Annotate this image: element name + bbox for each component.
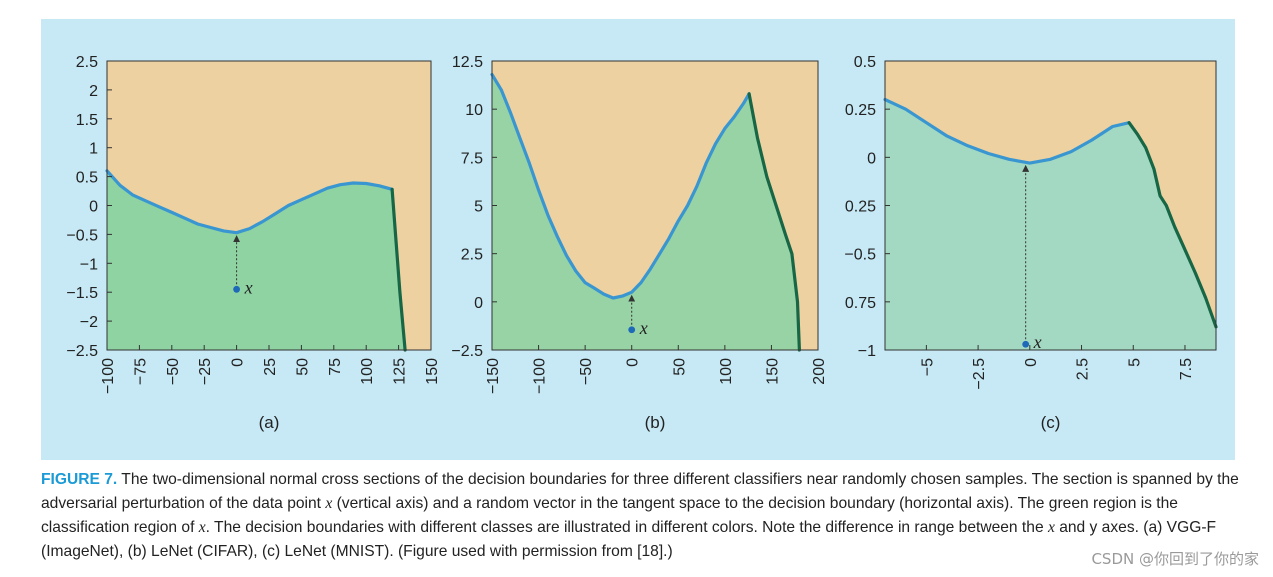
classification-region <box>492 74 800 350</box>
caption-figure-label: FIGURE 7. <box>41 471 118 488</box>
y-tick-label: 5 <box>474 199 483 216</box>
x-tick-label: 0 <box>230 358 247 367</box>
caption-text-1: The two-dimensional normal cross section… <box>41 471 1239 512</box>
caption-text-2: (vertical axis) and a random vector in t… <box>41 495 1178 536</box>
subplot-b: 12.5 10 7.5 5 2.5 0 −2.5−150 −100 −50 0 50 100 150 20… <box>451 54 828 432</box>
x-tick-label: 100 <box>718 358 735 385</box>
y-tick-label: −0.5 <box>66 227 98 244</box>
y-tick-label: 0.25 <box>845 199 876 216</box>
y-tick-label: 0.75 <box>845 295 876 312</box>
figure-caption: FIGURE 7. The two-dimensional normal cro… <box>41 468 1241 564</box>
y-tick-label: 2.5 <box>76 54 98 71</box>
y-tick-label: 12.5 <box>452 54 483 71</box>
classification-region <box>107 170 406 350</box>
y-tick-label: 0 <box>474 295 483 312</box>
caption-var-x-1: x <box>325 495 333 512</box>
y-tick-label: 7.5 <box>461 150 483 167</box>
y-tick-label: −2.5 <box>451 343 483 360</box>
x-tick-label: 0 <box>625 358 642 367</box>
y-tick-label: 0.5 <box>854 54 876 71</box>
x-tick-label: −50 <box>165 358 182 385</box>
x-tick-label: 150 <box>424 358 441 385</box>
data-point-label: x <box>244 277 253 297</box>
data-point <box>628 326 636 334</box>
y-tick-label: 1.5 <box>76 112 98 129</box>
y-tick-label: −1.5 <box>66 285 98 302</box>
y-tick-label: −2 <box>80 314 98 331</box>
decision-boundary-other <box>390 187 407 352</box>
y-tick-label: −1 <box>80 256 98 273</box>
caption-var-x-2: x <box>198 519 206 536</box>
subplot-label: (c) <box>1041 413 1061 432</box>
x-tick-label: 200 <box>811 358 828 385</box>
data-point-label: x <box>1033 332 1042 352</box>
y-tick-label: 0 <box>89 199 98 216</box>
x-tick-label: −25 <box>197 358 214 385</box>
decision-boundary-other <box>747 92 801 352</box>
x-tick-label: −75 <box>132 358 149 385</box>
caption-var-x-3: x <box>1047 519 1055 536</box>
decision-boundary-main <box>490 72 751 300</box>
figure-svg: 2.521.510.50−0.5−1−1.5−2−2.5−100 −75 −50 −2… <box>66 54 1218 432</box>
y-tick-label: 0 <box>867 150 876 167</box>
y-tick-label: 0.5 <box>76 170 98 187</box>
y-tick-label: 10 <box>465 102 483 119</box>
subplot-c: 0.5 0.25 0 0.25 −0.5 0.75 −1 −5 −2.5 0 2.5 5 7.5 x (c) <box>844 54 1218 432</box>
x-tick-label: 2.5 <box>1075 358 1092 380</box>
y-tick-label: 2 <box>89 83 98 100</box>
data-point <box>1022 340 1030 348</box>
x-tick-label: 150 <box>764 358 781 385</box>
x-tick-label: 7.5 <box>1178 358 1195 380</box>
x-tick-label: −150 <box>485 358 502 394</box>
x-tick-label: −50 <box>578 358 595 385</box>
y-tick-label: −0.5 <box>844 247 876 264</box>
x-tick-label: 50 <box>294 358 311 376</box>
y-tick-label: 2.5 <box>461 247 483 264</box>
subplot-label: (b) <box>645 413 666 432</box>
caption-text-3: . The decision boundaries with different… <box>205 519 1048 536</box>
y-tick-label: 0.25 <box>845 102 876 119</box>
x-tick-label: −2.5 <box>971 358 988 390</box>
subplot-label: (a) <box>259 413 280 432</box>
x-tick-label: 100 <box>359 358 376 385</box>
x-tick-label: −100 <box>100 358 117 394</box>
y-tick-label: −1 <box>858 343 876 360</box>
data-point <box>233 285 241 293</box>
x-tick-label: 125 <box>392 358 409 385</box>
x-tick-label: 50 <box>671 358 688 376</box>
decision-boundary-main <box>105 169 394 235</box>
x-tick-label: 75 <box>327 358 344 376</box>
classification-region <box>885 99 1216 350</box>
x-tick-label: 5 <box>1126 358 1143 367</box>
figure-panel: 2.5 2 1.5 1 0.5 0 −0.5 −1 −1.5 −2 −2.5 −100 −75 −50 −2… <box>41 19 1235 460</box>
x-tick-label: −5 <box>919 358 936 376</box>
caption-text-4: and y axes. (a) VGG-F (ImageNet), (b) Le… <box>41 519 1217 560</box>
data-point-label: x <box>639 318 648 338</box>
decision-boundary-main <box>883 97 1131 165</box>
x-tick-label: −100 <box>532 358 549 394</box>
y-tick-label: 1 <box>89 141 98 158</box>
x-tick-label: 0 <box>1023 358 1040 367</box>
x-tick-label: 25 <box>262 358 279 376</box>
watermark: CSDN @你回到了你的家 <box>1091 550 1259 568</box>
decision-boundary-other <box>1127 121 1218 329</box>
subplot-a: 2.5 2 1.5 1 0.5 0 −0.5 −1 −1.5 −2 −2.5−100 −75 −50 −2… <box>66 54 441 432</box>
y-tick-label: −2.5 <box>66 343 98 360</box>
